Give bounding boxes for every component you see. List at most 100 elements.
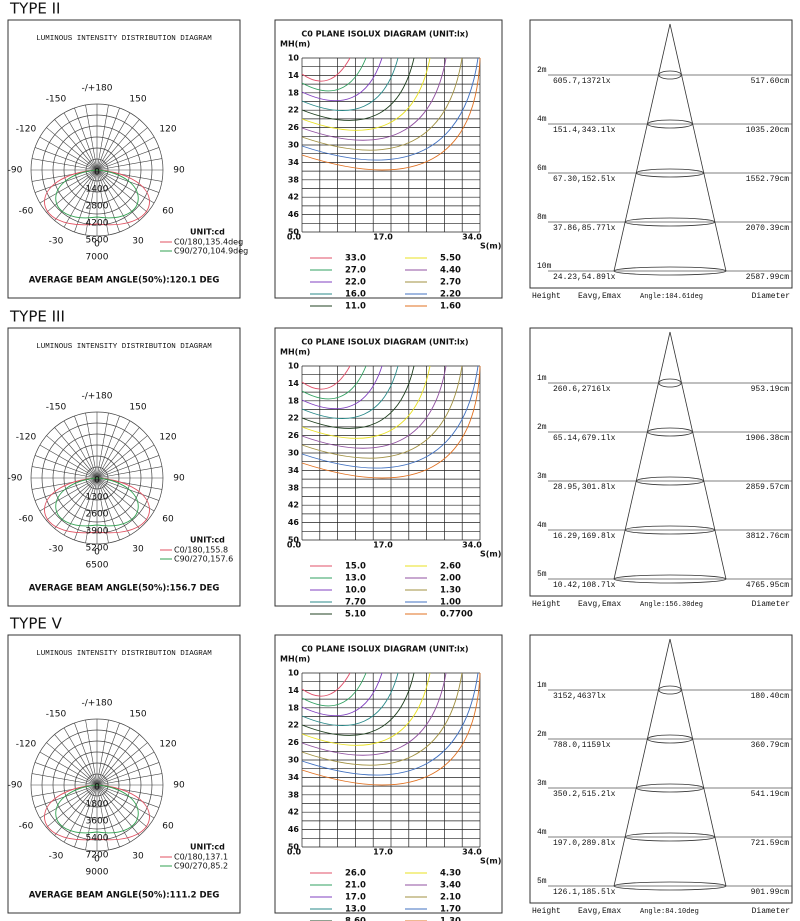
- polar-spoke: [46, 127, 98, 171]
- polar-spoke: [96, 784, 131, 843]
- polar-spoke: [31, 466, 98, 479]
- polar-spoke: [96, 722, 120, 786]
- isolux-curve: [301, 57, 399, 111]
- y-tick-label: 18: [288, 88, 300, 97]
- isolux-curve: [301, 672, 447, 756]
- polar-spoke: [96, 169, 120, 233]
- polar-spoke: [54, 734, 98, 786]
- cone-ellipse: [624, 832, 716, 842]
- cone-eavg: 16.29,169.8lx: [553, 532, 616, 541]
- polar-angle-label: -/+180: [82, 392, 113, 402]
- isolux-title: C0 PLANE ISOLUX DIAGRAM (UNIT:lx): [301, 645, 468, 654]
- isolux-y-label: MH(m): [280, 655, 310, 664]
- polar-angle-label: 30: [132, 852, 144, 862]
- polar-spoke: [85, 784, 98, 851]
- polar-spoke: [96, 435, 148, 479]
- legend-label: 4.40: [440, 266, 461, 276]
- y-tick-label: 38: [288, 790, 300, 799]
- polar-spoke: [63, 420, 98, 479]
- polar-spoke: [63, 727, 98, 786]
- legend-label: 5.10: [345, 610, 366, 620]
- isolux-title: C0 PLANE ISOLUX DIAGRAM (UNIT:lx): [301, 338, 468, 347]
- polar-radial-label: 0: [94, 168, 100, 178]
- polar-title: LUMINOUS INTENSITY DISTRIBUTION DIAGRAM: [36, 650, 212, 658]
- legend-label: 21.0: [345, 881, 366, 891]
- legend-label: 11.0: [345, 302, 366, 312]
- y-tick-label: 38: [288, 175, 300, 184]
- cone-ellipse: [613, 574, 727, 584]
- x-tick-label: 17.0: [373, 233, 393, 242]
- polar-spoke: [63, 784, 98, 843]
- polar-c90: C90/270,104.9deg: [174, 247, 248, 256]
- cone-footer: Diameter: [752, 907, 791, 916]
- y-tick-label: 22: [288, 106, 299, 115]
- isolux-curve: [301, 672, 481, 786]
- polar-spoke: [96, 169, 131, 228]
- x-tick-label: 0.0: [287, 233, 302, 242]
- cone-height: 3m: [537, 779, 547, 788]
- polar-spoke: [96, 477, 140, 529]
- polar-angle-label: -60: [19, 515, 34, 525]
- polar-spoke: [96, 169, 140, 221]
- legend-label: 17.0: [345, 893, 366, 903]
- cone-diameter: 1035.20cm: [746, 126, 789, 135]
- y-tick-label: 50: [288, 228, 300, 237]
- polar-spoke: [96, 169, 160, 193]
- y-tick-label: 10: [288, 54, 300, 63]
- y-tick-label: 22: [288, 721, 299, 730]
- polar-angle-label: 0: [94, 855, 100, 865]
- cone-ellipse: [647, 119, 693, 129]
- cone-footer: Height: [532, 907, 561, 916]
- polar-spoke: [96, 477, 155, 512]
- y-tick-label: 34: [288, 773, 300, 782]
- cone-edge: [613, 331, 671, 580]
- polar-radial-label: 2600: [86, 510, 109, 520]
- cone-height: 1m: [537, 681, 547, 690]
- polar-spoke: [54, 477, 98, 529]
- polar-radial-label: 0: [94, 783, 100, 793]
- polar-spoke: [96, 784, 160, 808]
- y-tick-label: 30: [288, 449, 300, 458]
- isolux-curve: [301, 57, 431, 131]
- polar-spoke: [63, 112, 98, 171]
- polar-spoke: [96, 169, 148, 213]
- cone-eavg: 67.30,152.5lx: [553, 175, 616, 184]
- x-axis-label: S(m): [480, 550, 501, 559]
- cone-eavg: 788.0,1159lx: [553, 741, 611, 750]
- polar-angle-label: 120: [159, 433, 176, 443]
- legend-label: 3.40: [440, 881, 461, 891]
- polar-angle-label: 90: [173, 474, 185, 484]
- isolux-curve: [301, 57, 367, 92]
- polar-radial-label: 0: [94, 476, 100, 486]
- cone-diameter: 360.79cm: [751, 741, 790, 750]
- isolux-curve: [301, 365, 481, 479]
- cone-footer: Eavg,Emax: [578, 292, 621, 301]
- polar-lobe: [55, 477, 139, 527]
- polar-angle-label: -90: [8, 474, 23, 484]
- polar-spoke: [34, 147, 98, 171]
- isolux-curve: [301, 365, 447, 449]
- cone-eavg: 151.4,343.1lx: [553, 126, 616, 135]
- polar-spoke: [96, 136, 155, 171]
- polar-panel: [7, 327, 241, 607]
- cone-footer: Angle:104.61deg: [640, 293, 703, 301]
- polar-spoke: [96, 112, 131, 171]
- cone-height: 2m: [537, 423, 547, 432]
- polar-spoke: [85, 169, 98, 236]
- polar-radial-label: 7200: [86, 851, 109, 861]
- polar-angle-label: -/+180: [82, 84, 113, 94]
- cone-diameter: 721.59cm: [751, 839, 790, 848]
- polar-spoke: [96, 127, 148, 171]
- legend-label: 1.30: [440, 586, 461, 596]
- x-tick-label: 17.0: [373, 848, 393, 857]
- polar-spoke: [96, 477, 131, 536]
- legend-label: 2.70: [440, 278, 461, 288]
- polar-radial-label: 1800: [86, 800, 109, 810]
- isolux-curve: [301, 57, 481, 171]
- legend-label: 15.0: [345, 562, 366, 572]
- isolux-curve: [301, 57, 479, 161]
- cone-ellipse: [613, 881, 727, 891]
- polar-spoke: [96, 477, 120, 541]
- polar-lobe: [44, 169, 150, 226]
